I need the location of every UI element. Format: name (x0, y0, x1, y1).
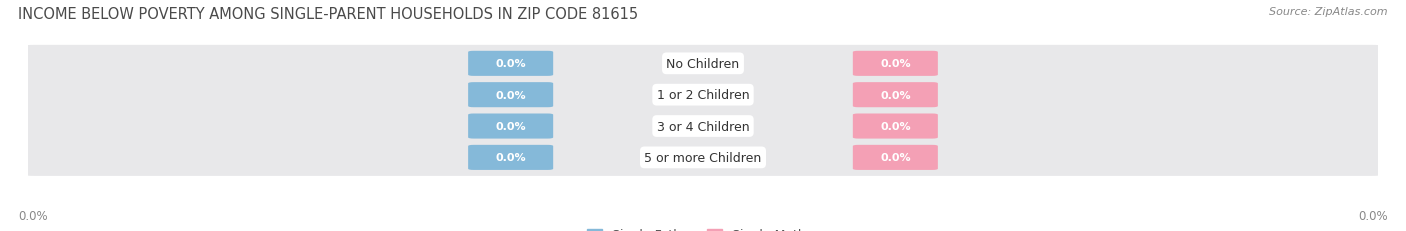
FancyBboxPatch shape (14, 139, 1392, 176)
Text: 5 or more Children: 5 or more Children (644, 151, 762, 164)
Text: 0.0%: 0.0% (18, 209, 48, 222)
Text: 0.0%: 0.0% (495, 59, 526, 69)
Text: 3 or 4 Children: 3 or 4 Children (657, 120, 749, 133)
Text: 0.0%: 0.0% (495, 153, 526, 163)
Text: 0.0%: 0.0% (880, 122, 911, 131)
FancyBboxPatch shape (14, 108, 1392, 145)
FancyBboxPatch shape (468, 52, 553, 76)
Text: 0.0%: 0.0% (880, 59, 911, 69)
FancyBboxPatch shape (853, 52, 938, 76)
FancyBboxPatch shape (468, 145, 553, 170)
FancyBboxPatch shape (853, 114, 938, 139)
Text: 0.0%: 0.0% (495, 122, 526, 131)
Text: 0.0%: 0.0% (1358, 209, 1388, 222)
Text: 0.0%: 0.0% (495, 90, 526, 100)
FancyBboxPatch shape (468, 114, 553, 139)
FancyBboxPatch shape (14, 77, 1392, 114)
Text: No Children: No Children (666, 58, 740, 70)
Text: 0.0%: 0.0% (880, 90, 911, 100)
Text: 1 or 2 Children: 1 or 2 Children (657, 89, 749, 102)
Text: Source: ZipAtlas.com: Source: ZipAtlas.com (1270, 7, 1388, 17)
FancyBboxPatch shape (853, 145, 938, 170)
Text: 0.0%: 0.0% (880, 153, 911, 163)
Text: INCOME BELOW POVERTY AMONG SINGLE-PARENT HOUSEHOLDS IN ZIP CODE 81615: INCOME BELOW POVERTY AMONG SINGLE-PARENT… (18, 7, 638, 22)
FancyBboxPatch shape (853, 83, 938, 108)
FancyBboxPatch shape (14, 46, 1392, 82)
Legend: Single Father, Single Mother: Single Father, Single Mother (582, 223, 824, 231)
FancyBboxPatch shape (468, 83, 553, 108)
